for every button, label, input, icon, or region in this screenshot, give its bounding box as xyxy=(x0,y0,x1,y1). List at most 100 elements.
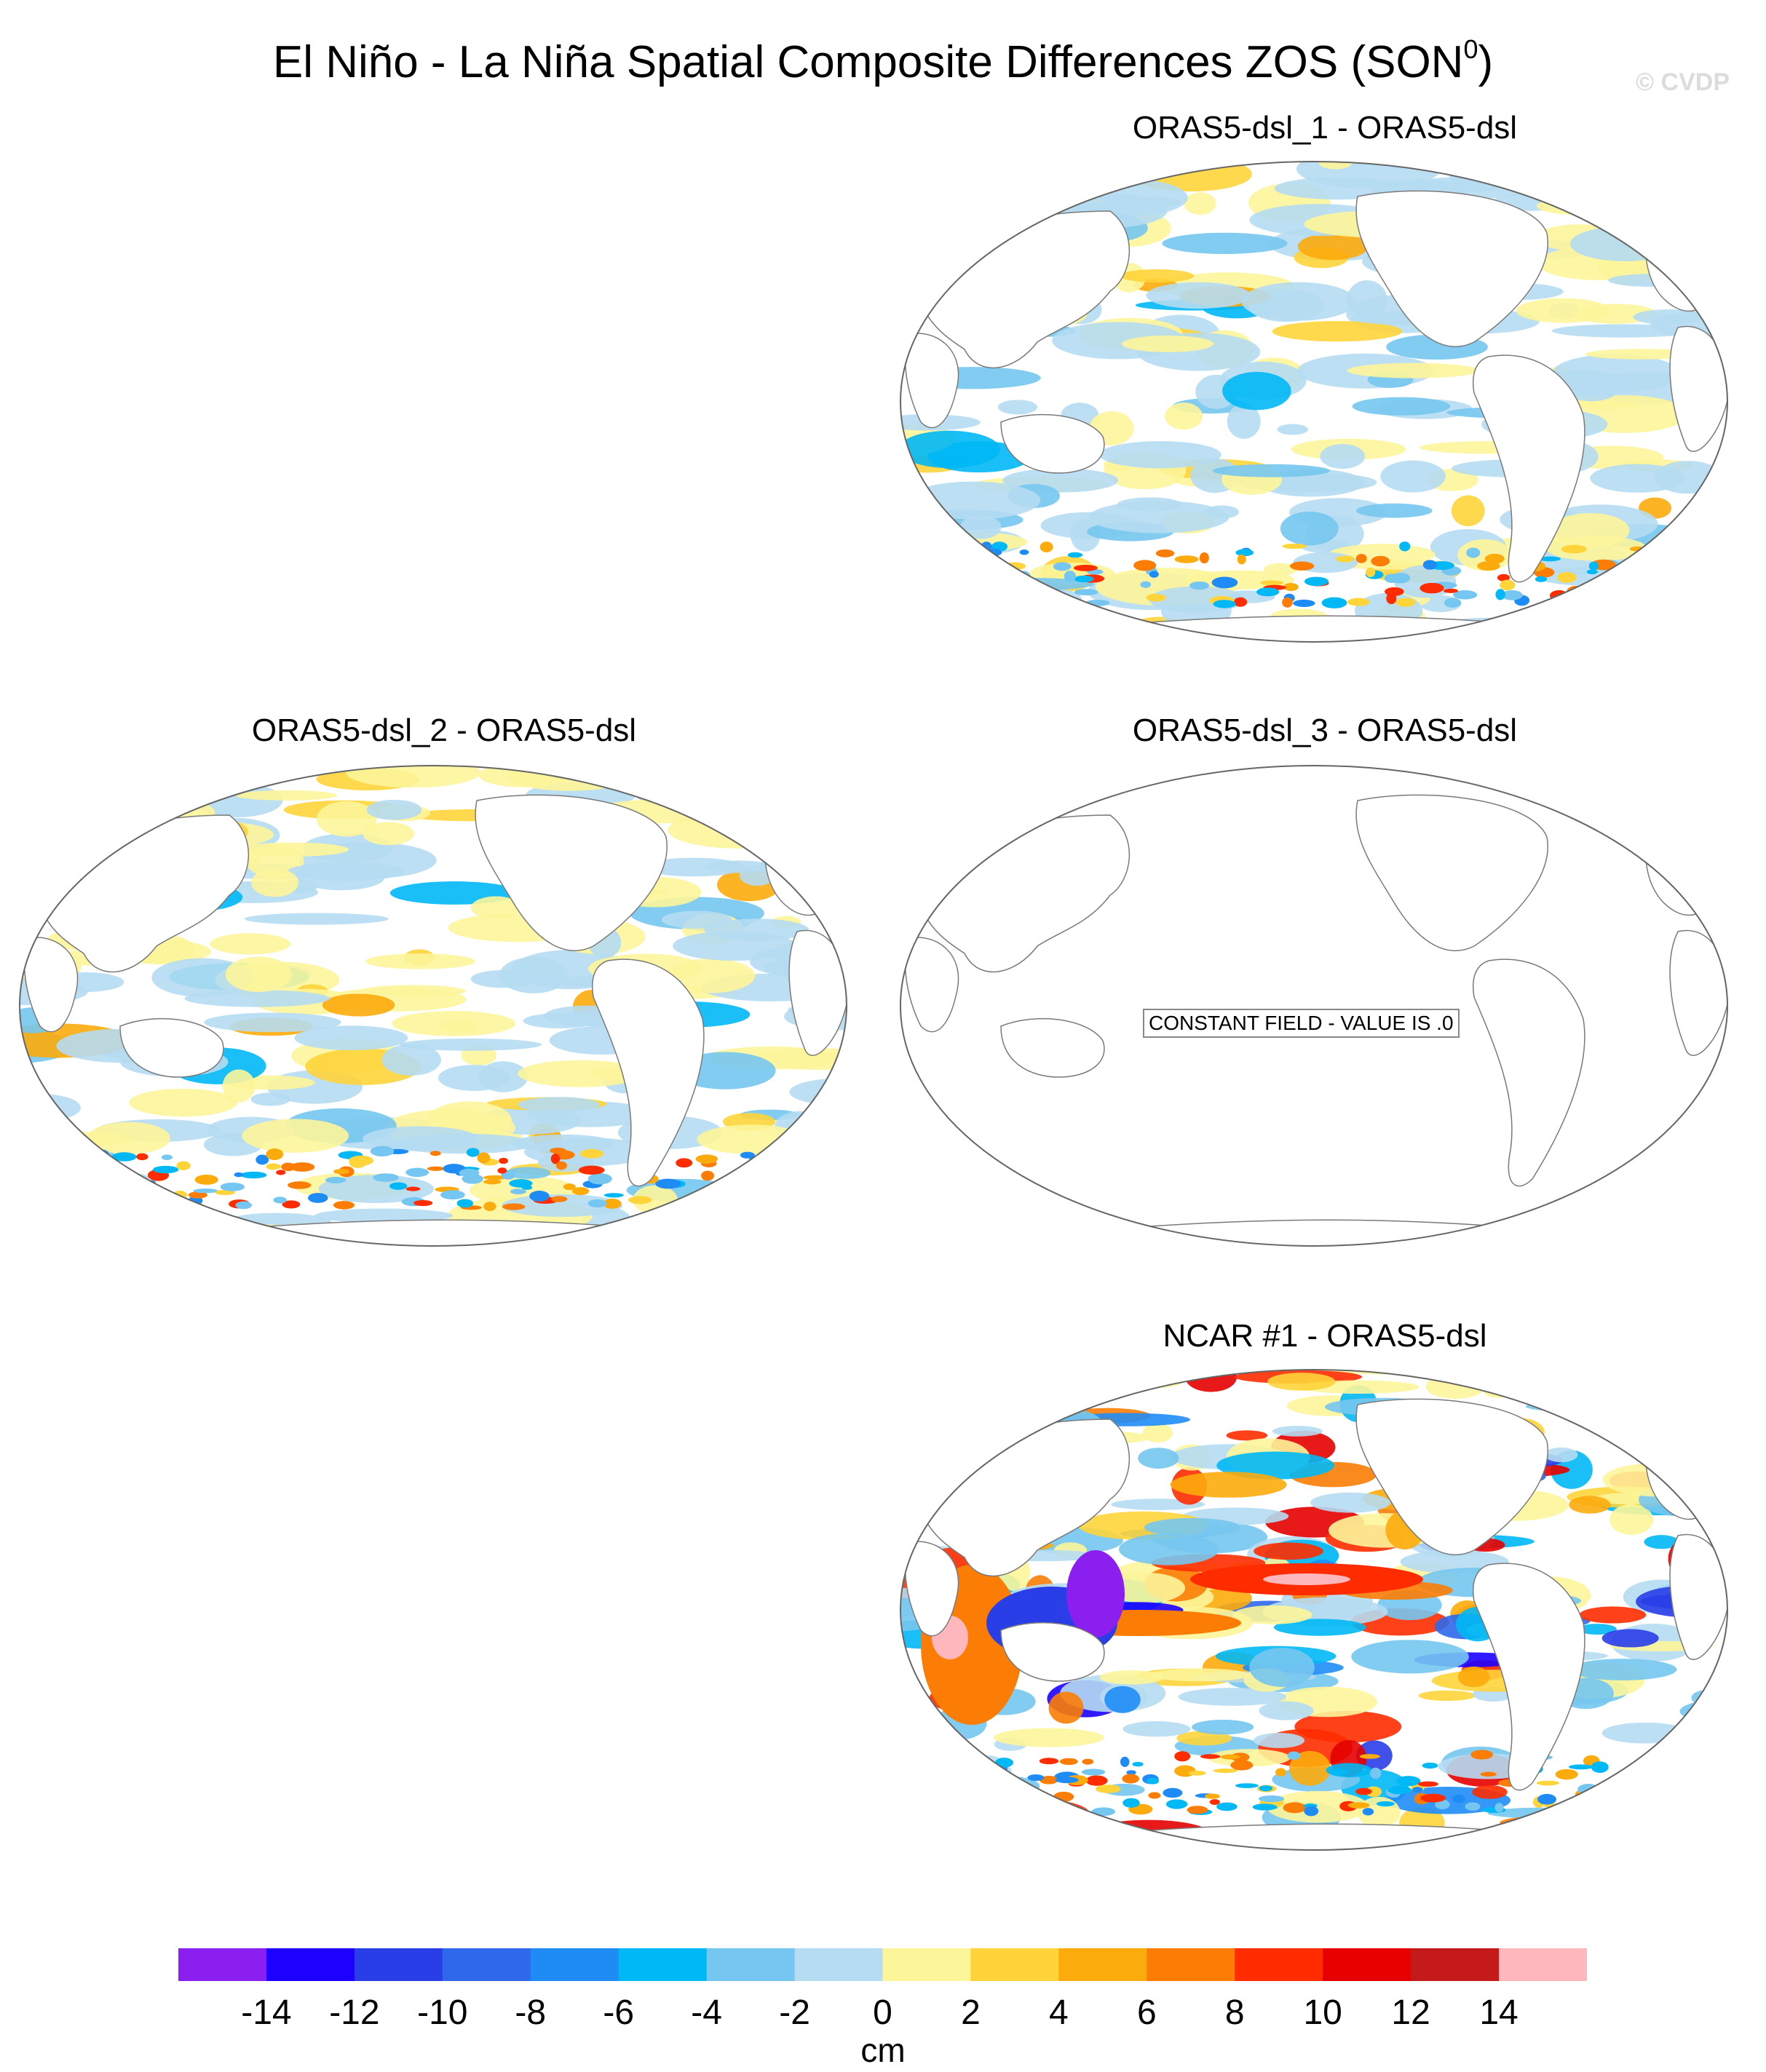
anomaly-blob xyxy=(235,790,338,801)
anomaly-blob xyxy=(1022,162,1062,193)
colorbar-tick-label: -4 xyxy=(691,1993,722,2032)
anomaly-speck xyxy=(1480,1771,1497,1777)
anomaly-blob xyxy=(1577,1624,1617,1635)
anomaly-blob xyxy=(1351,1640,1469,1674)
anomaly-speck xyxy=(1293,599,1315,608)
anomaly-speck xyxy=(1359,1754,1380,1759)
anomaly-speck xyxy=(792,1190,815,1197)
anomaly-blob xyxy=(954,1413,994,1429)
anomaly-blob xyxy=(1249,1648,1315,1687)
anomaly-speck xyxy=(1419,582,1444,594)
anomaly-speck xyxy=(1674,562,1683,569)
anomaly-speck xyxy=(325,1177,347,1183)
anomaly-blob xyxy=(986,1388,1076,1408)
anomaly-blob xyxy=(1310,1492,1391,1513)
maritime-continent xyxy=(1066,1550,1125,1638)
anomaly-blob xyxy=(1569,1496,1611,1514)
anomaly-speck xyxy=(1165,1799,1188,1809)
anomaly-speck xyxy=(1235,549,1254,557)
anomaly-speck xyxy=(1470,1750,1494,1760)
anomaly-blob xyxy=(1451,495,1485,527)
anomaly-blob xyxy=(225,956,292,993)
anomaly-blob xyxy=(53,1194,165,1229)
anomaly-speck xyxy=(1146,1777,1160,1785)
anomaly-speck xyxy=(1008,1791,1035,1797)
anomaly-speck xyxy=(1631,599,1653,606)
anomaly-blob xyxy=(52,820,132,852)
anomaly-blob xyxy=(1347,362,1480,378)
anomaly-blob xyxy=(1668,1783,1727,1816)
anomaly-speck xyxy=(288,1181,312,1189)
colorbar xyxy=(178,1948,1587,1981)
anomaly-speck xyxy=(981,591,1003,599)
anomaly-blob xyxy=(666,779,798,801)
anomaly-blob xyxy=(959,515,1002,539)
anomaly-speck xyxy=(440,1190,465,1200)
landmass xyxy=(475,794,668,951)
anomaly-speck xyxy=(502,1203,526,1210)
map-border xyxy=(19,765,847,1247)
anomaly-blob xyxy=(1099,441,1221,469)
anomaly-speck xyxy=(1556,572,1577,583)
anomaly-speck xyxy=(1591,1761,1609,1773)
anomaly-speck xyxy=(1395,598,1416,607)
anomaly-speck xyxy=(176,1161,191,1170)
anomaly-blob xyxy=(1609,1504,1654,1535)
colorbar-tick-label: 14 xyxy=(1479,1993,1518,2032)
anomaly-blob xyxy=(1671,539,1727,568)
map-panel-2 xyxy=(19,765,847,1247)
anomaly-blob xyxy=(900,531,1028,553)
anomaly-speck xyxy=(1216,1802,1238,1811)
anomaly-speck xyxy=(1399,541,1411,552)
anomaly-blob xyxy=(1650,1801,1727,1826)
anomaly-speck xyxy=(1536,1780,1559,1786)
anomaly-blob xyxy=(900,258,950,292)
anomaly-blob xyxy=(314,1208,454,1223)
anomaly-blob xyxy=(1604,607,1655,627)
colorbar-segment xyxy=(1235,1948,1323,1981)
anomaly-blob xyxy=(204,1012,341,1033)
anomaly-blob xyxy=(363,1126,478,1151)
anomaly-speck xyxy=(1039,1758,1059,1765)
anomaly-blob xyxy=(1500,1816,1582,1830)
anomaly-blob xyxy=(1170,1472,1287,1498)
anomaly-blob xyxy=(900,576,989,595)
anomaly-blob xyxy=(294,1025,408,1051)
anomaly-speck xyxy=(1275,1768,1286,1777)
anomaly-speck xyxy=(1495,589,1505,600)
anomaly-speck xyxy=(1668,577,1691,584)
anomaly-speck xyxy=(1362,1808,1374,1816)
anomaly-blob xyxy=(316,801,377,837)
anomaly-speck xyxy=(1233,597,1248,607)
anomaly-blob xyxy=(1277,424,1309,435)
anomaly-blob xyxy=(1633,309,1703,325)
colorbar-tick-label: 6 xyxy=(1136,1993,1157,2032)
anomaly-blob xyxy=(1599,1814,1724,1836)
anomaly-blob xyxy=(632,771,669,803)
anomaly-speck xyxy=(655,1178,681,1189)
anomaly-speck xyxy=(1676,571,1697,580)
anomaly-blob xyxy=(1609,1397,1657,1432)
anomaly-speck xyxy=(773,1177,788,1185)
anomaly-speck xyxy=(1237,554,1246,565)
anomaly-blob xyxy=(1569,1659,1677,1680)
colorbar-segment xyxy=(1411,1948,1500,1981)
colorbar-tick-label: -14 xyxy=(241,1993,292,2032)
anomaly-blob xyxy=(1007,162,1093,180)
anomaly-blob xyxy=(1693,234,1727,266)
anomaly-speck xyxy=(144,1199,170,1206)
anomaly-blob xyxy=(1634,1790,1727,1804)
anomaly-speck xyxy=(483,1179,502,1185)
anomaly-blob xyxy=(1590,464,1686,493)
anomaly-speck xyxy=(956,562,981,570)
anomaly-speck xyxy=(1213,1769,1238,1774)
anomaly-speck xyxy=(1355,1787,1372,1795)
anomaly-blob xyxy=(381,1044,441,1076)
anomaly-speck xyxy=(555,1161,567,1170)
anomaly-speck xyxy=(977,1796,998,1808)
map-border xyxy=(900,1369,1728,1851)
anomaly-blob xyxy=(1184,192,1216,215)
anomaly-blob xyxy=(963,1787,1037,1798)
landmass xyxy=(1000,1017,1105,1078)
anomaly-speck xyxy=(193,1188,218,1194)
